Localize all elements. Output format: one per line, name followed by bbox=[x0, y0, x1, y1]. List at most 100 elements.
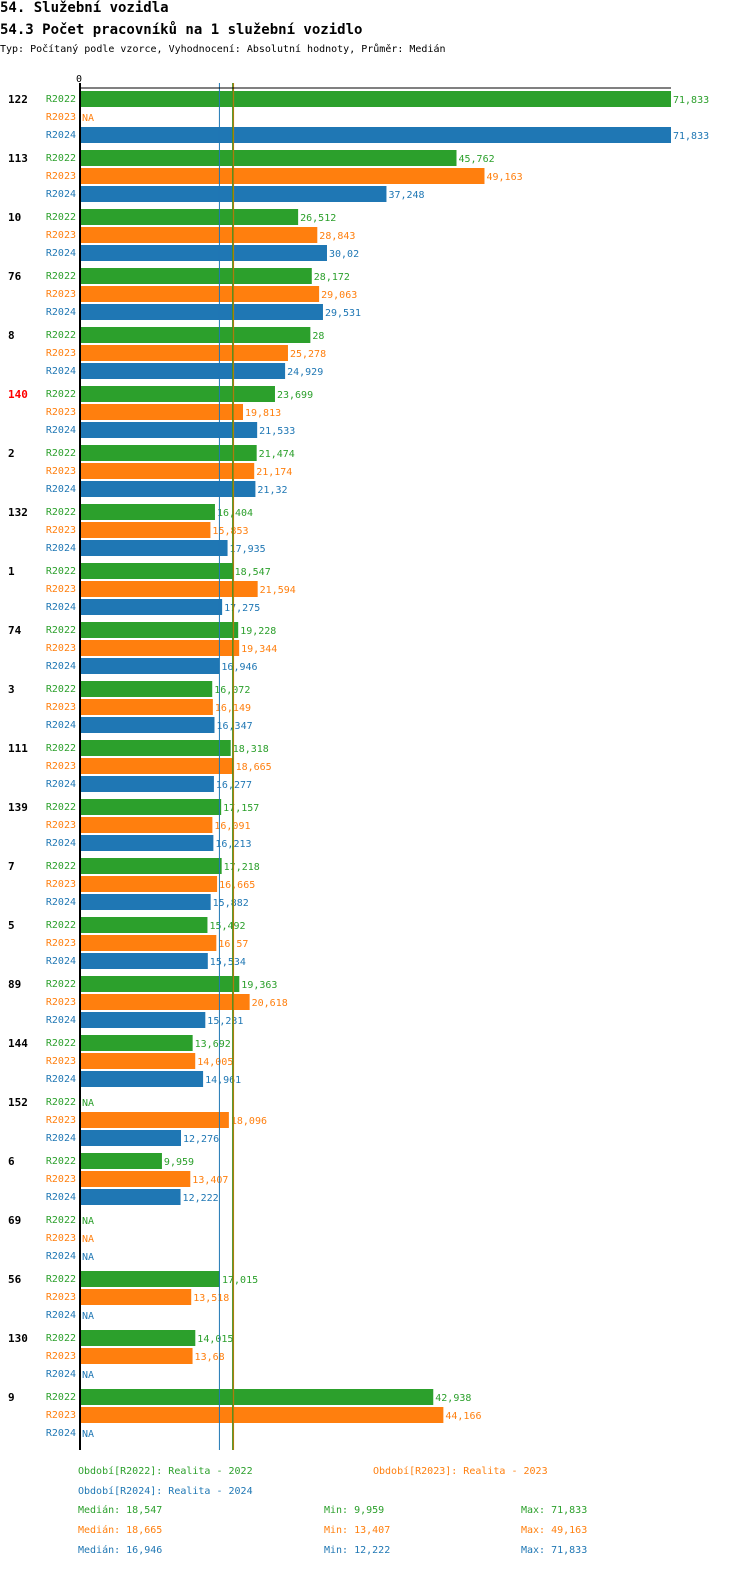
bar-152-R2024 bbox=[80, 1130, 181, 1146]
series-label: R2022 bbox=[46, 979, 76, 990]
bar-8-R2022 bbox=[80, 327, 311, 343]
stat-median-r2024: Medián: 16,946 bbox=[78, 1545, 163, 1556]
group-label: 8 bbox=[8, 329, 15, 342]
bar-144-R2023 bbox=[80, 1053, 196, 1069]
series-label: R2022 bbox=[46, 330, 76, 341]
series-label: R2024 bbox=[46, 1133, 76, 1144]
bar-144-R2022 bbox=[80, 1035, 193, 1051]
group-label: 7 bbox=[8, 860, 15, 873]
bar-5-R2023 bbox=[80, 935, 217, 951]
bar-56-R2023 bbox=[80, 1289, 192, 1305]
series-label: R2022 bbox=[46, 1156, 76, 1167]
data-label: 19,363 bbox=[241, 980, 277, 991]
data-label: 21,474 bbox=[259, 449, 295, 460]
group-label: 130 bbox=[8, 1332, 28, 1345]
data-label: 13,692 bbox=[195, 1039, 231, 1050]
series-label: R2023 bbox=[46, 879, 76, 890]
bar-111-R2024 bbox=[80, 776, 214, 792]
data-label: 15,231 bbox=[207, 1016, 243, 1027]
data-label: 15,882 bbox=[213, 898, 249, 909]
group-label: 56 bbox=[8, 1273, 22, 1286]
data-label: 15,853 bbox=[212, 526, 248, 537]
data-label: NA bbox=[82, 1370, 94, 1381]
series-label: R2024 bbox=[46, 543, 76, 554]
group-label: 69 bbox=[8, 1214, 21, 1227]
series-label: R2023 bbox=[46, 230, 76, 241]
data-label: NA bbox=[82, 1429, 94, 1440]
group-label: 2 bbox=[8, 447, 15, 460]
series-label: R2022 bbox=[46, 389, 76, 400]
series-label: R2023 bbox=[46, 1351, 76, 1362]
bar-2-R2022 bbox=[80, 445, 257, 461]
series-label: R2023 bbox=[46, 1174, 76, 1185]
series-label: R2024 bbox=[46, 1310, 76, 1321]
group-label: 5 bbox=[8, 919, 15, 932]
data-label: NA bbox=[82, 113, 94, 124]
stat-min-r2024: Min: 12,222 bbox=[324, 1545, 391, 1556]
data-label: 19,813 bbox=[245, 408, 281, 419]
data-label: 18,318 bbox=[233, 744, 269, 755]
bar-6-R2022 bbox=[80, 1153, 162, 1169]
data-label: 15,534 bbox=[210, 957, 246, 968]
series-label: R2024 bbox=[46, 130, 76, 141]
group-label: 10 bbox=[8, 211, 21, 224]
data-label: 30,02 bbox=[329, 249, 359, 260]
group-label: 144 bbox=[8, 1037, 28, 1050]
bar-74-R2022 bbox=[80, 622, 239, 638]
bar-2-R2024 bbox=[80, 481, 256, 497]
series-label: R2023 bbox=[46, 584, 76, 595]
data-label: 16,347 bbox=[216, 721, 252, 732]
series-label: R2022 bbox=[46, 153, 76, 164]
stat-median-r2023: Medián: 18,665 bbox=[78, 1525, 163, 1536]
data-label: NA bbox=[82, 1234, 94, 1245]
data-label: NA bbox=[82, 1311, 94, 1322]
group-label: 6 bbox=[8, 1155, 15, 1168]
group-label: 139 bbox=[8, 801, 28, 814]
series-label: R2023 bbox=[46, 466, 76, 477]
bar-1-R2024 bbox=[80, 599, 223, 615]
bar-10-R2023 bbox=[80, 227, 318, 243]
data-label: 28,843 bbox=[319, 231, 355, 242]
bar-1-R2022 bbox=[80, 563, 233, 579]
bar-111-R2022 bbox=[80, 740, 231, 756]
data-label: 21,32 bbox=[257, 485, 287, 496]
data-label: 21,533 bbox=[259, 426, 295, 437]
chart-title: 54.3 Počet pracovníků na 1 služební vozi… bbox=[0, 22, 363, 38]
data-label: 37,248 bbox=[388, 190, 424, 201]
data-label: 23,699 bbox=[277, 390, 313, 401]
data-label: 28 bbox=[312, 331, 324, 342]
bar-76-R2023 bbox=[80, 286, 320, 302]
bar-139-R2022 bbox=[80, 799, 222, 815]
bar-76-R2024 bbox=[80, 304, 323, 320]
data-label: 18,547 bbox=[235, 567, 271, 578]
bar-9-R2022 bbox=[80, 1389, 434, 1405]
series-label: R2022 bbox=[46, 1097, 76, 1108]
data-label: 17,935 bbox=[230, 544, 266, 555]
bar-132-R2023 bbox=[80, 522, 211, 538]
bar-89-R2023 bbox=[80, 994, 250, 1010]
bar-130-R2023 bbox=[80, 1348, 193, 1364]
bar-1-R2023 bbox=[80, 581, 258, 597]
data-label: NA bbox=[82, 1098, 94, 1109]
data-label: 13,68 bbox=[195, 1352, 225, 1363]
series-label: R2022 bbox=[46, 1215, 76, 1226]
bar-6-R2024 bbox=[80, 1189, 181, 1205]
data-label: 45,762 bbox=[459, 154, 495, 165]
group-label: 122 bbox=[8, 93, 28, 106]
bar-3-R2024 bbox=[80, 717, 215, 733]
legend-r2022: Období[R2022]: Realita - 2022 bbox=[78, 1466, 253, 1477]
data-label: 17,015 bbox=[222, 1275, 258, 1286]
series-label: R2022 bbox=[46, 566, 76, 577]
bar-113-R2022 bbox=[80, 150, 457, 166]
bar-111-R2023 bbox=[80, 758, 234, 774]
series-label: R2023 bbox=[46, 289, 76, 300]
data-label: 44,166 bbox=[445, 1411, 481, 1422]
bar-139-R2023 bbox=[80, 817, 213, 833]
group-label: 152 bbox=[8, 1096, 28, 1109]
series-label: R2024 bbox=[46, 956, 76, 967]
data-label: 28,172 bbox=[314, 272, 350, 283]
data-label: 19,228 bbox=[240, 626, 276, 637]
data-label: 17,157 bbox=[223, 803, 259, 814]
series-label: R2024 bbox=[46, 366, 76, 377]
data-label: 16,946 bbox=[221, 662, 257, 673]
